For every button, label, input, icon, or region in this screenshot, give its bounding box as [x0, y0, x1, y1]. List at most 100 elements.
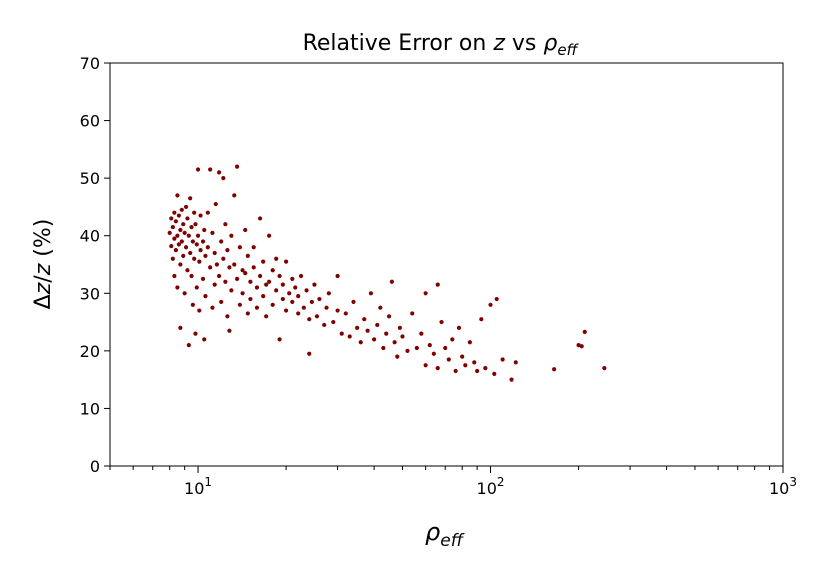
- data-point: [435, 282, 440, 287]
- data-point: [335, 273, 340, 279]
- data-point: [296, 294, 301, 299]
- data-point: [460, 354, 465, 359]
- data-point: [183, 204, 189, 210]
- data-point: [301, 305, 306, 310]
- data-point: [405, 348, 410, 353]
- data-point: [179, 239, 184, 244]
- data-point: [372, 337, 377, 342]
- plot-frame: [109, 62, 784, 467]
- data-point: [214, 262, 219, 267]
- data-point: [202, 227, 207, 233]
- data-point: [178, 325, 183, 330]
- data-point: [216, 273, 222, 279]
- data-point: [235, 164, 240, 169]
- data-point: [169, 216, 174, 221]
- data-point: [307, 317, 312, 322]
- data-point: [172, 236, 177, 241]
- data-point: [213, 201, 218, 207]
- data-point: [175, 193, 180, 198]
- data-point: [202, 337, 207, 342]
- data-point: [312, 282, 317, 287]
- data-point: [389, 279, 394, 284]
- data-point: [358, 340, 363, 345]
- data-point: [322, 322, 327, 328]
- y-tick-label: 50: [80, 169, 100, 188]
- y-tick-label: 40: [80, 227, 100, 246]
- data-point: [203, 253, 208, 258]
- data-point: [179, 207, 184, 212]
- data-point: [183, 245, 189, 250]
- data-point: [195, 167, 201, 172]
- data-point: [431, 351, 436, 356]
- data-point: [182, 230, 187, 235]
- data-point: [500, 357, 505, 362]
- data-point: [293, 285, 298, 290]
- data-point: [198, 248, 203, 253]
- data-point: [251, 265, 256, 270]
- data-point: [219, 299, 224, 305]
- data-point: [339, 331, 344, 336]
- data-point: [227, 328, 232, 333]
- data-point: [172, 273, 177, 279]
- data-point: [194, 242, 199, 247]
- data-point: [397, 325, 403, 330]
- data-point: [188, 250, 193, 256]
- data-point: [552, 367, 557, 372]
- data-point: [219, 239, 224, 244]
- data-point: [362, 317, 367, 322]
- data-point: [170, 224, 175, 230]
- data-point: [178, 227, 183, 233]
- data-point: [208, 167, 213, 172]
- data-point: [277, 273, 282, 279]
- data-point: [173, 248, 178, 253]
- data-point: [509, 377, 514, 382]
- data-point: [243, 227, 248, 233]
- data-point: [296, 311, 301, 316]
- data-point: [232, 262, 237, 267]
- y-tick-label: 0: [90, 457, 100, 476]
- data-point: [237, 245, 242, 250]
- data-point: [181, 253, 186, 258]
- data-point: [410, 311, 415, 316]
- data-point: [225, 248, 230, 253]
- data-point: [190, 239, 195, 244]
- data-point: [579, 344, 584, 349]
- data-point: [185, 268, 190, 273]
- data-point: [225, 314, 230, 319]
- data-point: [435, 366, 440, 371]
- data-point: [384, 331, 389, 336]
- data-point: [258, 273, 263, 279]
- data-point: [283, 259, 289, 264]
- data-point: [283, 308, 289, 313]
- data-point: [267, 233, 272, 238]
- data-point: [248, 296, 253, 302]
- data-point: [513, 360, 518, 365]
- data-point: [326, 291, 331, 296]
- data-point: [381, 345, 386, 351]
- data-point: [309, 299, 314, 305]
- data-point: [189, 224, 194, 230]
- data-point: [443, 345, 448, 351]
- data-point: [427, 343, 432, 348]
- data-point: [245, 311, 250, 316]
- data-point: [261, 294, 266, 299]
- y-axis-label: Δz/z (%): [31, 219, 56, 310]
- data-point: [248, 279, 253, 284]
- data-point: [467, 340, 472, 345]
- data-point: [254, 305, 260, 310]
- data-point: [423, 363, 428, 368]
- data-point: [229, 288, 234, 293]
- data-point: [270, 268, 275, 273]
- y-tick-label: 20: [80, 342, 100, 361]
- data-point: [450, 337, 455, 342]
- x-axis: 101 102 103: [109, 466, 797, 498]
- data-point: [243, 271, 248, 276]
- data-point: [258, 216, 263, 221]
- data-point: [167, 230, 172, 235]
- data-point: [210, 305, 215, 310]
- y-tick-label: 70: [80, 54, 100, 73]
- data-point: [192, 256, 197, 261]
- data-point: [223, 222, 228, 227]
- data-point: [186, 343, 191, 348]
- data-point: [182, 291, 187, 296]
